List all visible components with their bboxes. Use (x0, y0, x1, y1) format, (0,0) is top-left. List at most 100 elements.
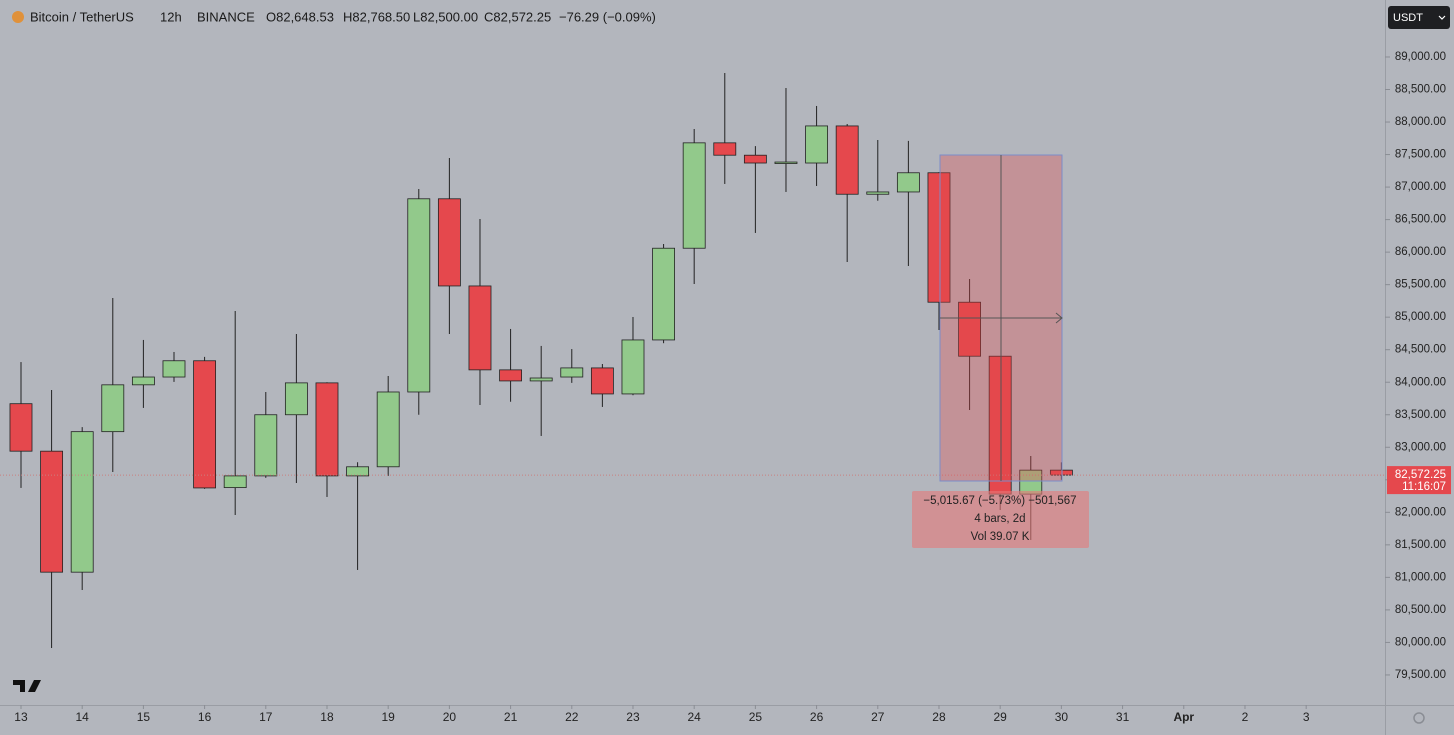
x-tick-label: 30 (1055, 710, 1069, 724)
measure-label-box (912, 491, 1089, 548)
symbol-icon (12, 11, 24, 23)
candle-body (590, 367, 614, 395)
measure-bars: 4 bars, 2d (974, 513, 1025, 525)
candle-body (713, 142, 737, 156)
measure-change: −5,015.67 (−5.73%) −501,567 (923, 495, 1076, 507)
y-tick-label: 82,000.00 (1395, 506, 1446, 518)
currency-label[interactable]: USDT (1393, 12, 1423, 24)
y-tick-label: 85,500.00 (1395, 279, 1446, 291)
tv-logo (13, 680, 41, 692)
candle-body (774, 161, 798, 164)
candle-body (499, 369, 523, 382)
candle-body (529, 377, 553, 382)
price-tag-countdown: 11:16:07 (1402, 481, 1446, 493)
x-tick-label: 25 (749, 710, 763, 724)
plot-area (0, 72, 1385, 648)
y-tick-label: 80,000.00 (1395, 636, 1446, 648)
y-tick-label: 83,500.00 (1395, 409, 1446, 421)
y-tick-label: 84,500.00 (1395, 344, 1446, 356)
candle-body (621, 339, 645, 395)
exchange: BINANCE (197, 9, 255, 24)
currency-button-bg[interactable] (1388, 6, 1450, 29)
y-tick-label: 88,500.00 (1395, 84, 1446, 96)
measure-volume: Vol 39.07 K (971, 531, 1030, 543)
x-tick-label: 26 (810, 710, 824, 724)
x-tick-label: 28 (932, 710, 946, 724)
candle-body (652, 247, 675, 341)
x-tick-label: 19 (382, 710, 396, 724)
candle-body (468, 285, 492, 371)
ohlc-change: −76.29 (−0.09%) (559, 9, 656, 24)
y-tick-label: 89,000.00 (1395, 51, 1446, 63)
candle-body (927, 172, 951, 303)
measure-tool: −5,015.67 (−5.73%) −501,567 4 bars, 2d V… (912, 154, 1089, 548)
candle-body (835, 125, 859, 195)
interval: 12h (160, 9, 182, 24)
y-tick-label: 85,000.00 (1395, 311, 1446, 323)
candle-body (70, 431, 94, 573)
x-tick-label: 31 (1116, 710, 1130, 724)
candle-body (958, 301, 981, 357)
x-tick-label: 13 (14, 710, 28, 724)
x-tick-label: 3 (1303, 710, 1310, 724)
price-tag (1387, 466, 1451, 495)
y-tick-label: 87,000.00 (1395, 181, 1446, 193)
chevron[interactable] (1438, 15, 1446, 20)
price-tag-label: 82,572.25 (1395, 469, 1446, 481)
y-tick-label: 79,500.00 (1395, 669, 1446, 681)
candle-body (560, 367, 584, 378)
x-tick-label: 16 (198, 710, 212, 724)
y-tick-label: 83,000.00 (1395, 441, 1446, 453)
candle-body (101, 384, 125, 433)
x-tick-label: 18 (320, 710, 334, 724)
candle-body (193, 360, 217, 489)
y-tick-label: 86,500.00 (1395, 214, 1446, 226)
x-tick-label: Apr (1173, 710, 1194, 724)
candle-body (9, 403, 33, 452)
candle-body (40, 450, 64, 573)
candle-body (743, 154, 767, 164)
candle-body (346, 466, 370, 477)
x-tick-label: 21 (504, 710, 518, 724)
y-tick-label: 86,000.00 (1395, 246, 1446, 258)
x-tick-label: 20 (443, 710, 457, 724)
candle-body (1049, 469, 1073, 476)
x-tick-label: 15 (137, 710, 151, 724)
ohlc-open: O82,648.53 (266, 9, 334, 24)
candle-body (223, 475, 247, 489)
candle-body (131, 376, 155, 386)
x-tick-label: 17 (259, 710, 273, 724)
x-tick-label: 24 (688, 710, 702, 724)
settings-icon[interactable] (1413, 712, 1425, 724)
x-tick-label: 14 (76, 710, 90, 724)
candle-body (407, 198, 431, 393)
candle-body (315, 382, 339, 477)
y-tick-label: 87,500.00 (1395, 149, 1446, 161)
candle-body (376, 391, 400, 468)
currency-button[interactable]: USDT (1388, 6, 1450, 29)
y-tick-label: 84,000.00 (1395, 376, 1446, 388)
y-tick-label: 80,500.00 (1395, 604, 1446, 616)
candle-body (162, 360, 186, 378)
y-tick-label: 81,500.00 (1395, 539, 1446, 551)
ohlc-close: C82,572.25 (484, 9, 551, 24)
y-tick-label: 88,000.00 (1395, 116, 1446, 128)
y-tick-label: 81,000.00 (1395, 571, 1446, 583)
x-tick-label: 2 (1242, 710, 1249, 724)
candle-body (805, 125, 828, 164)
x-tick-label: 22 (565, 710, 579, 724)
measure-arrow (1055, 312, 1063, 324)
ohlc-high: H82,768.50 (343, 9, 410, 24)
x-tick-label: 29 (993, 710, 1007, 724)
candle-body (437, 198, 461, 287)
candle-body (254, 414, 278, 477)
candle-body (866, 191, 890, 195)
ohlc-low: L82,500.00 (413, 9, 478, 24)
candle-body (896, 172, 920, 193)
candle-body (682, 142, 706, 249)
x-tick-label: 23 (626, 710, 640, 724)
x-tick-label: 27 (871, 710, 885, 724)
symbol-name: Bitcoin / TetherUS (30, 9, 134, 24)
